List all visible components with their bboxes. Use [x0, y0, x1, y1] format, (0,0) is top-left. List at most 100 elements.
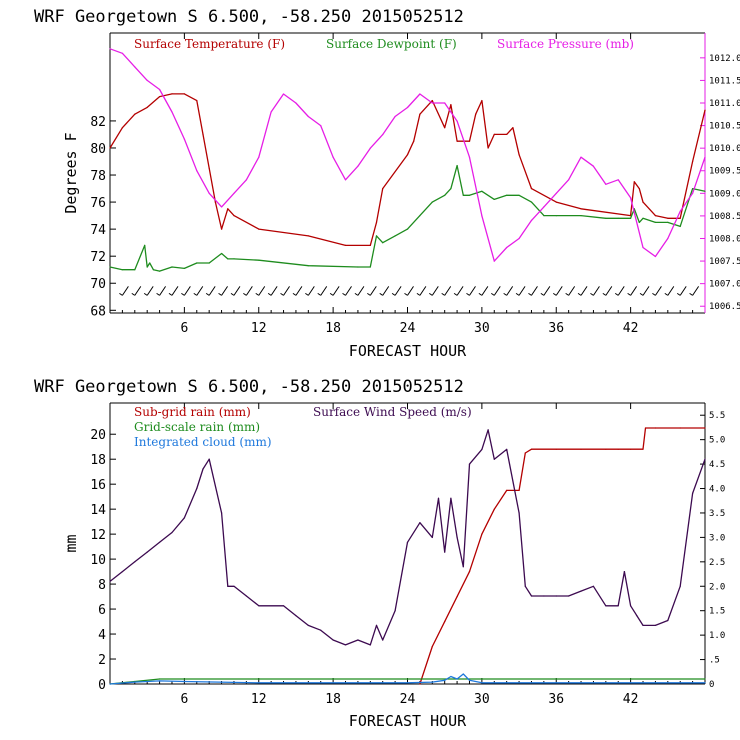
wind-barb	[518, 286, 526, 296]
y-tick-label: 78	[90, 169, 106, 184]
wind-barb	[456, 286, 464, 296]
data-point	[431, 201, 433, 203]
data-point	[524, 452, 526, 454]
data-point	[654, 427, 657, 429]
x-tick-label: 12	[251, 321, 267, 336]
data-point	[679, 225, 681, 227]
data-point	[692, 188, 694, 190]
y2-tick-label: 2.5	[709, 558, 725, 568]
panel-title: WRF Georgetown S 6.500, -58.250 20150525…	[34, 7, 464, 27]
data-point	[468, 140, 471, 142]
data-point	[109, 580, 111, 583]
wind-barb	[605, 286, 613, 296]
wind-barb-flag	[218, 292, 222, 296]
data-point	[518, 512, 520, 514]
data-point	[159, 680, 161, 682]
data-point	[617, 448, 619, 450]
data-point	[444, 127, 446, 129]
wind-barb	[345, 286, 352, 296]
data-point	[431, 100, 433, 102]
data-point	[506, 448, 508, 450]
y-tick-label: 14	[90, 503, 106, 518]
series-line	[109, 93, 706, 247]
data-point	[543, 206, 545, 208]
wind-barb	[506, 286, 514, 296]
wind-barb-flag	[453, 292, 458, 296]
data-point	[357, 639, 359, 641]
wind-barb-flag	[540, 292, 545, 296]
wind-barb	[357, 286, 365, 296]
data-point	[183, 678, 185, 680]
y2-tick-label: 5.5	[709, 411, 725, 421]
data-point	[171, 531, 173, 534]
data-point	[487, 429, 489, 431]
data-point	[183, 138, 185, 140]
data-point	[456, 140, 458, 142]
data-point	[605, 448, 607, 450]
data-point	[530, 448, 533, 450]
data-point	[233, 585, 235, 587]
data-point	[555, 595, 557, 597]
data-point	[704, 427, 706, 429]
data-point	[121, 127, 123, 129]
wind-barb-flag	[627, 292, 631, 296]
x-tick-label: 30	[474, 321, 490, 336]
series-line	[109, 164, 706, 272]
data-point	[406, 106, 409, 109]
wind-barb-flag	[168, 292, 173, 296]
wind-barb-flag	[379, 292, 383, 296]
data-point	[450, 104, 452, 106]
data-point	[592, 585, 595, 587]
data-point	[227, 585, 229, 587]
data-point	[202, 468, 204, 470]
data-point	[208, 167, 210, 169]
data-point	[344, 244, 347, 246]
y2-tick-label: 3.0	[709, 533, 725, 543]
data-point	[630, 678, 632, 680]
y2-tick-label: 2.0	[709, 582, 725, 592]
wind-barb	[444, 286, 452, 296]
wind-barb	[221, 286, 228, 296]
data-point	[638, 188, 640, 190]
y2-tick-label: 1007.0	[709, 280, 740, 290]
wind-barb-flag	[528, 292, 532, 296]
y-tick-label: 20	[90, 428, 106, 443]
data-point	[679, 585, 681, 587]
wind-barb-flag	[205, 292, 210, 296]
data-point	[450, 497, 452, 499]
data-point	[487, 147, 489, 149]
data-point	[679, 427, 681, 429]
data-point	[456, 165, 458, 167]
wind-barb-flag	[515, 292, 520, 296]
data-point	[121, 52, 123, 54]
y2-tick-label: 4.5	[709, 460, 725, 470]
wind-barb-flag	[193, 292, 198, 296]
data-point	[543, 215, 545, 217]
wind-barb	[394, 286, 402, 296]
y-tick-label: 74	[90, 223, 106, 238]
data-point	[419, 683, 421, 685]
data-point	[146, 551, 148, 553]
data-point	[245, 595, 247, 597]
data-point	[183, 517, 185, 519]
wind-barb-flag	[602, 292, 607, 296]
data-point	[344, 179, 347, 181]
data-point	[444, 102, 446, 104]
data-point	[221, 252, 223, 255]
wind-barb	[369, 286, 377, 296]
wind-barb	[146, 286, 154, 296]
data-point	[692, 192, 694, 194]
data-point	[623, 571, 626, 573]
data-point	[450, 675, 452, 678]
wind-barb-flag	[156, 292, 160, 296]
x-tick-label: 6	[180, 692, 188, 707]
data-point	[382, 639, 384, 641]
data-point	[196, 262, 198, 264]
data-point	[159, 541, 161, 543]
legend-entry: Surface Dewpoint (F)	[326, 37, 457, 51]
wind-barb-flag	[441, 292, 445, 296]
legend-entry: Grid-scale rain (mm)	[134, 420, 260, 434]
wind-barb	[134, 286, 142, 296]
data-point	[159, 678, 161, 680]
